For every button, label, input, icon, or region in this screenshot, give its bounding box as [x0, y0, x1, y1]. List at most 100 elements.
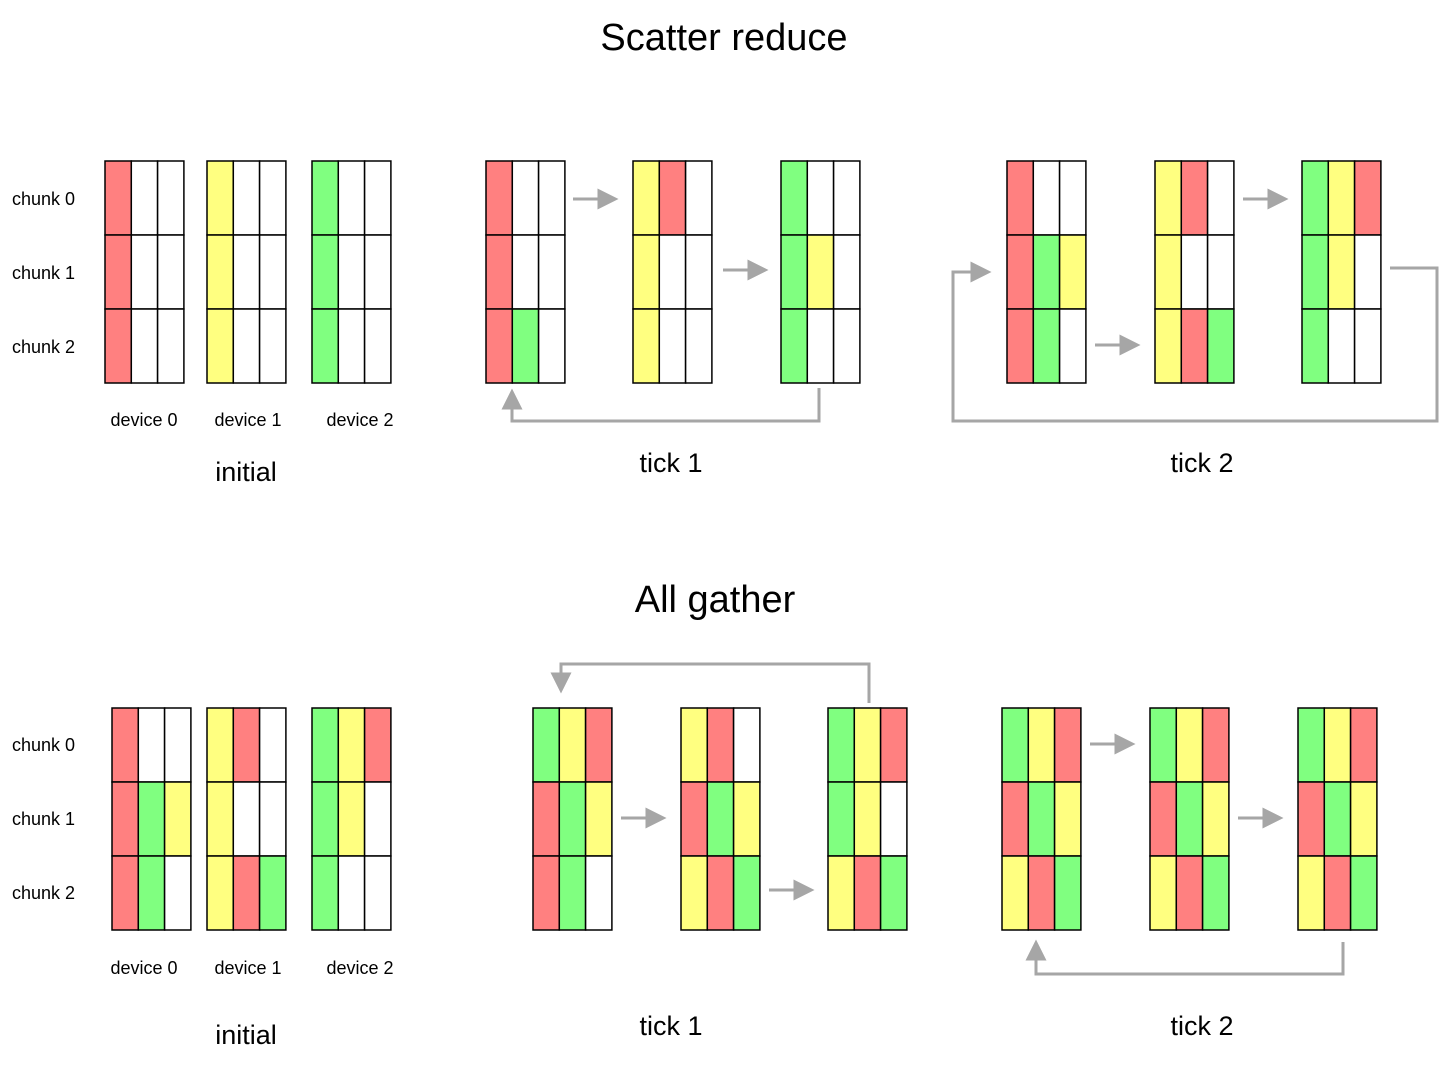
chunk-label-2: chunk 2	[12, 883, 75, 903]
chunk-label-2: chunk 2	[12, 337, 75, 357]
grid-cell	[781, 161, 807, 235]
grid-cell	[681, 782, 707, 856]
grid-cell	[365, 235, 391, 309]
grid-cell	[207, 309, 233, 383]
grid-cell	[834, 161, 860, 235]
ring-return-arrow	[1036, 942, 1343, 974]
grid-cell	[486, 309, 512, 383]
grid-cell	[1203, 782, 1229, 856]
grid-cell	[881, 782, 907, 856]
grid-cell	[1351, 856, 1377, 930]
grid-cell	[1002, 856, 1028, 930]
grid-cell	[1150, 782, 1176, 856]
device-grid	[828, 708, 907, 930]
stage-caption-initial: initial	[215, 457, 277, 487]
grid-cell	[533, 708, 559, 782]
grid-cell	[105, 235, 131, 309]
grid-cell	[112, 856, 138, 930]
grid-cell	[828, 782, 854, 856]
grid-cell	[1060, 235, 1086, 309]
grid-cell	[1033, 161, 1059, 235]
grid-cell	[533, 856, 559, 930]
stage-caption-tick-1: tick 1	[639, 448, 702, 478]
all-gather-title: All gather	[635, 579, 796, 621]
device-label-0: device 0	[110, 410, 177, 430]
device-grid	[1298, 708, 1377, 930]
grid-cell	[834, 309, 860, 383]
grid-cell	[1028, 856, 1054, 930]
grid-cell	[1355, 309, 1381, 383]
grid-cell	[260, 235, 286, 309]
grid-cell	[138, 708, 164, 782]
grid-cell	[1176, 856, 1202, 930]
chunk-label-1: chunk 1	[12, 809, 75, 829]
grid-cell	[131, 161, 157, 235]
grid-cell	[207, 782, 233, 856]
grid-cell	[707, 782, 733, 856]
grid-cell	[539, 235, 565, 309]
device-grid	[312, 161, 391, 383]
grid-cell	[338, 856, 364, 930]
device-grids	[105, 161, 1381, 930]
grid-cell	[1208, 161, 1234, 235]
device-grid	[533, 708, 612, 930]
grid-cell	[1181, 309, 1207, 383]
grid-cell	[131, 235, 157, 309]
grid-cell	[260, 856, 286, 930]
grid-cell	[1203, 708, 1229, 782]
grid-cell	[207, 708, 233, 782]
grid-cell	[158, 309, 184, 383]
grid-cell	[512, 235, 538, 309]
grid-cell	[834, 235, 860, 309]
grid-cell	[312, 309, 338, 383]
grid-cell	[207, 161, 233, 235]
grid-cell	[586, 782, 612, 856]
device-grid	[781, 161, 860, 383]
grid-cell	[1028, 708, 1054, 782]
grid-cell	[707, 708, 733, 782]
grid-cell	[633, 235, 659, 309]
grid-cell	[1324, 782, 1350, 856]
grid-cell	[112, 708, 138, 782]
device-label-1: device 1	[214, 958, 281, 978]
grid-cell	[807, 235, 833, 309]
grid-cell	[338, 235, 364, 309]
grid-cell	[365, 856, 391, 930]
device-grid	[1150, 708, 1229, 930]
grid-cell	[260, 309, 286, 383]
grid-cell	[365, 782, 391, 856]
grid-cell	[1355, 235, 1381, 309]
grid-cell	[233, 161, 259, 235]
grid-cell	[707, 856, 733, 930]
chunk-label-0: chunk 0	[12, 189, 75, 209]
grid-cell	[158, 235, 184, 309]
grid-cell	[512, 161, 538, 235]
grid-cell	[486, 161, 512, 235]
grid-cell	[659, 161, 685, 235]
grid-cell	[338, 309, 364, 383]
grid-cell	[1007, 235, 1033, 309]
grid-cell	[781, 235, 807, 309]
grid-cell	[1060, 161, 1086, 235]
grid-cell	[659, 309, 685, 383]
grid-cell	[586, 708, 612, 782]
grid-cell	[338, 161, 364, 235]
grid-cell	[1150, 708, 1176, 782]
grid-cell	[260, 708, 286, 782]
grid-cell	[781, 309, 807, 383]
grid-cell	[828, 856, 854, 930]
device-grid	[1002, 708, 1081, 930]
device-grid	[486, 161, 565, 383]
grid-cell	[1181, 161, 1207, 235]
ring-return-arrow	[512, 388, 819, 421]
grid-cell	[1176, 782, 1202, 856]
grid-cell	[1324, 708, 1350, 782]
grid-cell	[233, 856, 259, 930]
grid-cell	[659, 235, 685, 309]
grid-cell	[1033, 309, 1059, 383]
grid-cell	[338, 782, 364, 856]
grid-cell	[1060, 309, 1086, 383]
grid-cell	[559, 782, 585, 856]
device-label-1: device 1	[214, 410, 281, 430]
device-grid	[1007, 161, 1086, 383]
